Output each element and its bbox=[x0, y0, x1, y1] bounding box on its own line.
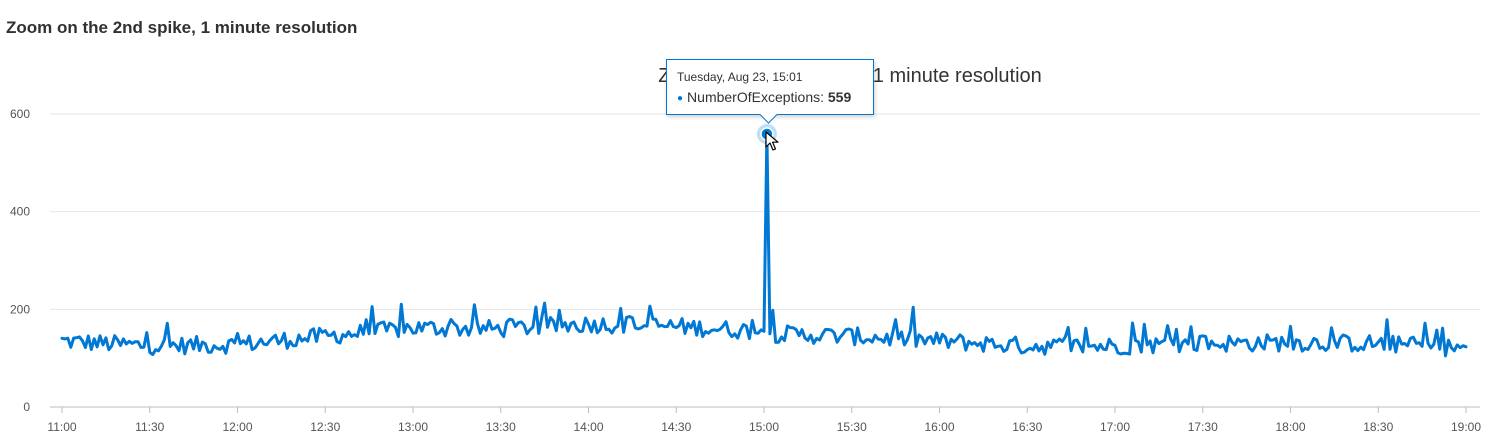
x-tick-label: 18:00 bbox=[1275, 420, 1305, 434]
series-line-numberofexceptions bbox=[60, 132, 1468, 358]
page-title: Zoom on the 2nd spike, 1 minute resoluti… bbox=[6, 18, 358, 37]
x-tick-label: 19:00 bbox=[1451, 420, 1481, 434]
tooltip-series-label: NumberOfExceptions: bbox=[687, 89, 824, 105]
series-dot-icon: ● bbox=[677, 93, 684, 104]
x-tick-label: 15:00 bbox=[749, 420, 779, 434]
tooltip-value: 559 bbox=[827, 89, 852, 105]
x-tick-label: 16:30 bbox=[1012, 420, 1042, 434]
x-tick-label: 18:30 bbox=[1363, 420, 1393, 434]
x-tick-label: 12:00 bbox=[222, 420, 252, 434]
x-tick-label: 11:00 bbox=[47, 420, 76, 434]
x-axis: 11:00 11:30 12:00 12:30 13:00 13:30 14:00 14:30… bbox=[47, 407, 1481, 434]
x-tick-label: 14:30 bbox=[661, 420, 691, 434]
x-tick-label: 15:30 bbox=[837, 420, 867, 434]
y-tick-label: 400 bbox=[10, 205, 30, 219]
y-tick-label: 200 bbox=[10, 302, 30, 316]
x-tick-label: 14:00 bbox=[573, 420, 603, 434]
x-tick-label: 13:00 bbox=[398, 420, 428, 434]
y-tick-label: 600 bbox=[10, 107, 30, 121]
y-tick-label: 0 bbox=[23, 400, 30, 414]
x-tick-label: 17:00 bbox=[1100, 420, 1130, 434]
mouse-pointer-icon bbox=[765, 131, 779, 151]
x-tick-label: 16:00 bbox=[924, 420, 954, 434]
x-tick-label: 12:30 bbox=[310, 420, 340, 434]
tooltip-series-row: ● NumberOfExceptions: 559 bbox=[677, 89, 863, 105]
y-axis: 0 200 400 600 bbox=[10, 107, 30, 414]
x-tick-label: 17:30 bbox=[1188, 420, 1218, 434]
x-tick-label: 11:30 bbox=[135, 420, 164, 434]
x-tick-label: 13:30 bbox=[486, 420, 516, 434]
data-tooltip: Tuesday, Aug 23, 15:01 ● NumberOfExceptio… bbox=[666, 59, 874, 124]
tooltip-date: Tuesday, Aug 23, 15:01 bbox=[677, 70, 803, 84]
